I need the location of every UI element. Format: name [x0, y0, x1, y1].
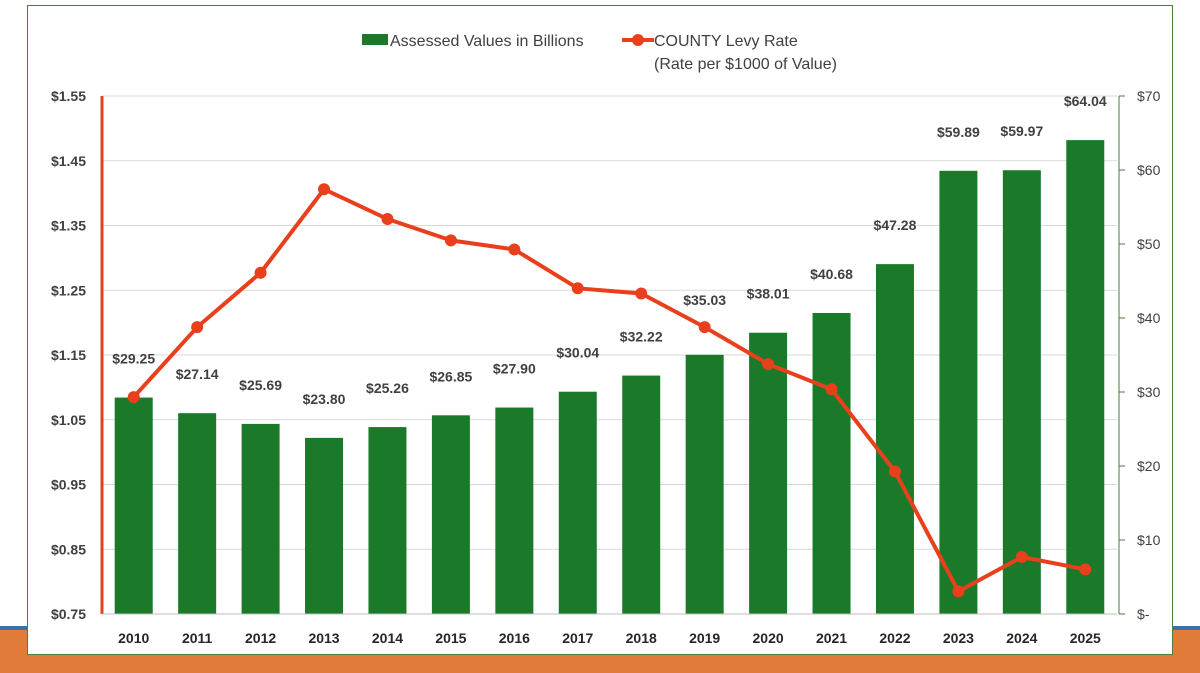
right-tick-label: $60 [1137, 162, 1161, 178]
legend-line-label: COUNTY Levy Rate [654, 33, 798, 50]
bar-2022 [875, 264, 914, 614]
bar-2016 [495, 407, 534, 614]
levy-rate-point-2024 [1015, 551, 1028, 564]
levy-rate-point-2020 [762, 358, 775, 371]
levy-rate-point-2012 [254, 266, 267, 279]
bar-2013 [305, 437, 344, 614]
left-tick-label: $1.25 [51, 282, 86, 298]
legend-bar-label: Assessed Values in Billions [390, 33, 584, 50]
left-tick-label: $1.15 [51, 347, 86, 363]
levy-rate-point-2011 [191, 321, 204, 334]
right-tick-label: $50 [1137, 236, 1161, 252]
levy-rate-point-2010 [127, 391, 140, 404]
levy-rate-point-2016 [508, 243, 521, 256]
levy-rate-point-2017 [571, 282, 584, 295]
left-tick-label: $1.35 [51, 218, 86, 234]
bar-2011 [178, 413, 217, 614]
bar-data-label: $59.97 [1000, 123, 1043, 139]
bar-2014 [368, 427, 407, 614]
x-tick-label: 2018 [626, 630, 657, 646]
levy-rate-point-2015 [444, 234, 457, 247]
left-tick-label: $1.55 [51, 88, 86, 104]
levy-rate-point-2013 [318, 183, 331, 196]
right-tick-label: $70 [1137, 88, 1161, 104]
x-tick-label: 2021 [816, 630, 847, 646]
levy-rate-point-2019 [698, 321, 711, 334]
bar-2020 [749, 332, 788, 614]
levy-rate-point-2022 [888, 465, 901, 478]
x-tick-label: 2015 [435, 630, 466, 646]
x-tick-label: 2012 [245, 630, 276, 646]
bar-data-label: $23.80 [303, 391, 346, 407]
levy-rate-series [127, 183, 1092, 598]
x-tick-label: 2020 [753, 630, 784, 646]
right-tick-label: $30 [1137, 384, 1161, 400]
bar-2019 [685, 354, 724, 614]
x-tick-label: 2010 [118, 630, 149, 646]
right-tick-label: $- [1137, 606, 1150, 622]
bar-series [114, 140, 1105, 615]
bar-2024 [1002, 170, 1041, 615]
x-tick-label: 2014 [372, 630, 403, 646]
x-tick-label: 2022 [879, 630, 910, 646]
left-tick-label: $0.75 [51, 606, 86, 622]
bar-data-label: $59.89 [937, 124, 980, 140]
x-tick-label: 2013 [308, 630, 339, 646]
bar-data-label: $25.69 [239, 377, 282, 393]
legend-line-marker [632, 34, 644, 46]
axes: $1.55 $1.45 $1.35 $1.25 $1.15 $1.05 $0.95 $0.85… [51, 88, 1161, 646]
bar-data-label: $38.01 [747, 286, 790, 302]
right-tick-label: $20 [1137, 458, 1161, 474]
x-tick-label: 2011 [182, 630, 213, 646]
bar-data-label: $47.28 [874, 217, 917, 233]
x-tick-label: 2023 [943, 630, 974, 646]
x-tick-label: 2025 [1070, 630, 1101, 646]
left-tick-label: $0.85 [51, 541, 86, 557]
bar-data-label: $26.85 [429, 368, 472, 384]
left-tick-label: $1.45 [51, 153, 86, 169]
bar-2021 [812, 312, 851, 614]
bar-2018 [622, 375, 661, 614]
right-tick-label: $40 [1137, 310, 1161, 326]
x-tick-label: 2024 [1006, 630, 1037, 646]
bar-2023 [939, 170, 978, 614]
bar-data-label: $27.14 [176, 366, 219, 382]
bar-2012 [241, 423, 280, 614]
bar-data-label: $35.03 [683, 292, 726, 308]
levy-rate-point-2014 [381, 213, 394, 226]
legend-bar-swatch [362, 34, 388, 45]
levy-rate-point-2018 [635, 287, 648, 300]
levy-rate-point-2025 [1079, 563, 1092, 576]
bar-2017 [558, 391, 597, 614]
legend-line-sublabel: (Rate per $1000 of Value) [654, 56, 837, 73]
right-tick-label: $10 [1137, 532, 1161, 548]
bar-data-label: $25.26 [366, 380, 409, 396]
bar-2010 [114, 397, 153, 614]
x-tick-label: 2016 [499, 630, 530, 646]
bar-data-label: $30.04 [556, 345, 599, 361]
bar-2015 [431, 415, 470, 614]
bar-data-label: $64.04 [1064, 93, 1107, 109]
levy-rate-point-2023 [952, 585, 965, 598]
bar-data-label: $32.22 [620, 329, 663, 345]
left-tick-label: $0.95 [51, 477, 86, 493]
levy-rate-point-2021 [825, 383, 838, 396]
bar-data-label: $40.68 [810, 266, 853, 282]
bar-data-label: $29.25 [112, 351, 155, 367]
chart-frame [27, 5, 1173, 655]
legend: Assessed Values in Billions COUNTY Levy … [362, 33, 837, 73]
bar-data-labels: $29.25 $27.14 $25.69 $23.80 $25.26 $26.85 $27.… [112, 93, 1107, 407]
left-tick-label: $1.05 [51, 412, 86, 428]
bar-data-label: $27.90 [493, 361, 536, 377]
levy-rate-line [132, 187, 1086, 594]
bar-2025 [1066, 140, 1105, 614]
x-tick-label: 2017 [562, 630, 593, 646]
x-tick-label: 2019 [689, 630, 720, 646]
